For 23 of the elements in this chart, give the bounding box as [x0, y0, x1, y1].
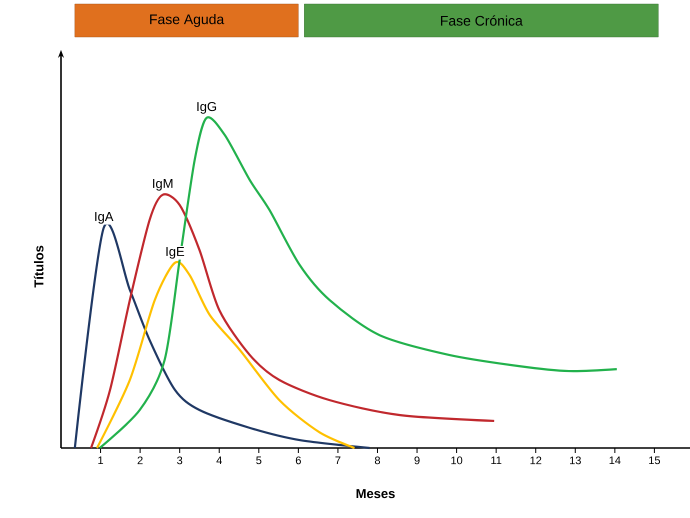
x-axis-title: Meses: [356, 489, 395, 498]
x-tick-label: 10: [451, 456, 462, 464]
x-tick-label: 1: [98, 456, 104, 464]
x-tick-label: 3: [177, 456, 182, 464]
text: Fase Crónica: [440, 15, 523, 26]
x-tick-label: 11: [491, 456, 502, 464]
x-tick-label: 13: [570, 456, 581, 464]
series-label: IgG: [197, 102, 216, 114]
y-axis-title: Títulos: [34, 246, 44, 288]
x-tick-label: 9: [414, 456, 420, 464]
series-label: IgM: [153, 179, 172, 191]
x-tick-label: 7: [335, 456, 340, 464]
x-tick-label: 14: [610, 456, 621, 464]
x-tick-label: 2: [138, 456, 143, 464]
series-label: IgA: [95, 212, 114, 224]
x-tick-label: 8: [374, 456, 380, 464]
x-tick-label: 5: [256, 456, 262, 464]
series-label: IgE: [166, 247, 184, 259]
x-tick-label: 4: [216, 456, 222, 464]
x-tick-label: 15: [649, 456, 660, 464]
x-tick-label: 12: [530, 456, 542, 464]
text: Fase Aguda: [150, 14, 224, 27]
x-tick-label: 6: [296, 456, 301, 464]
